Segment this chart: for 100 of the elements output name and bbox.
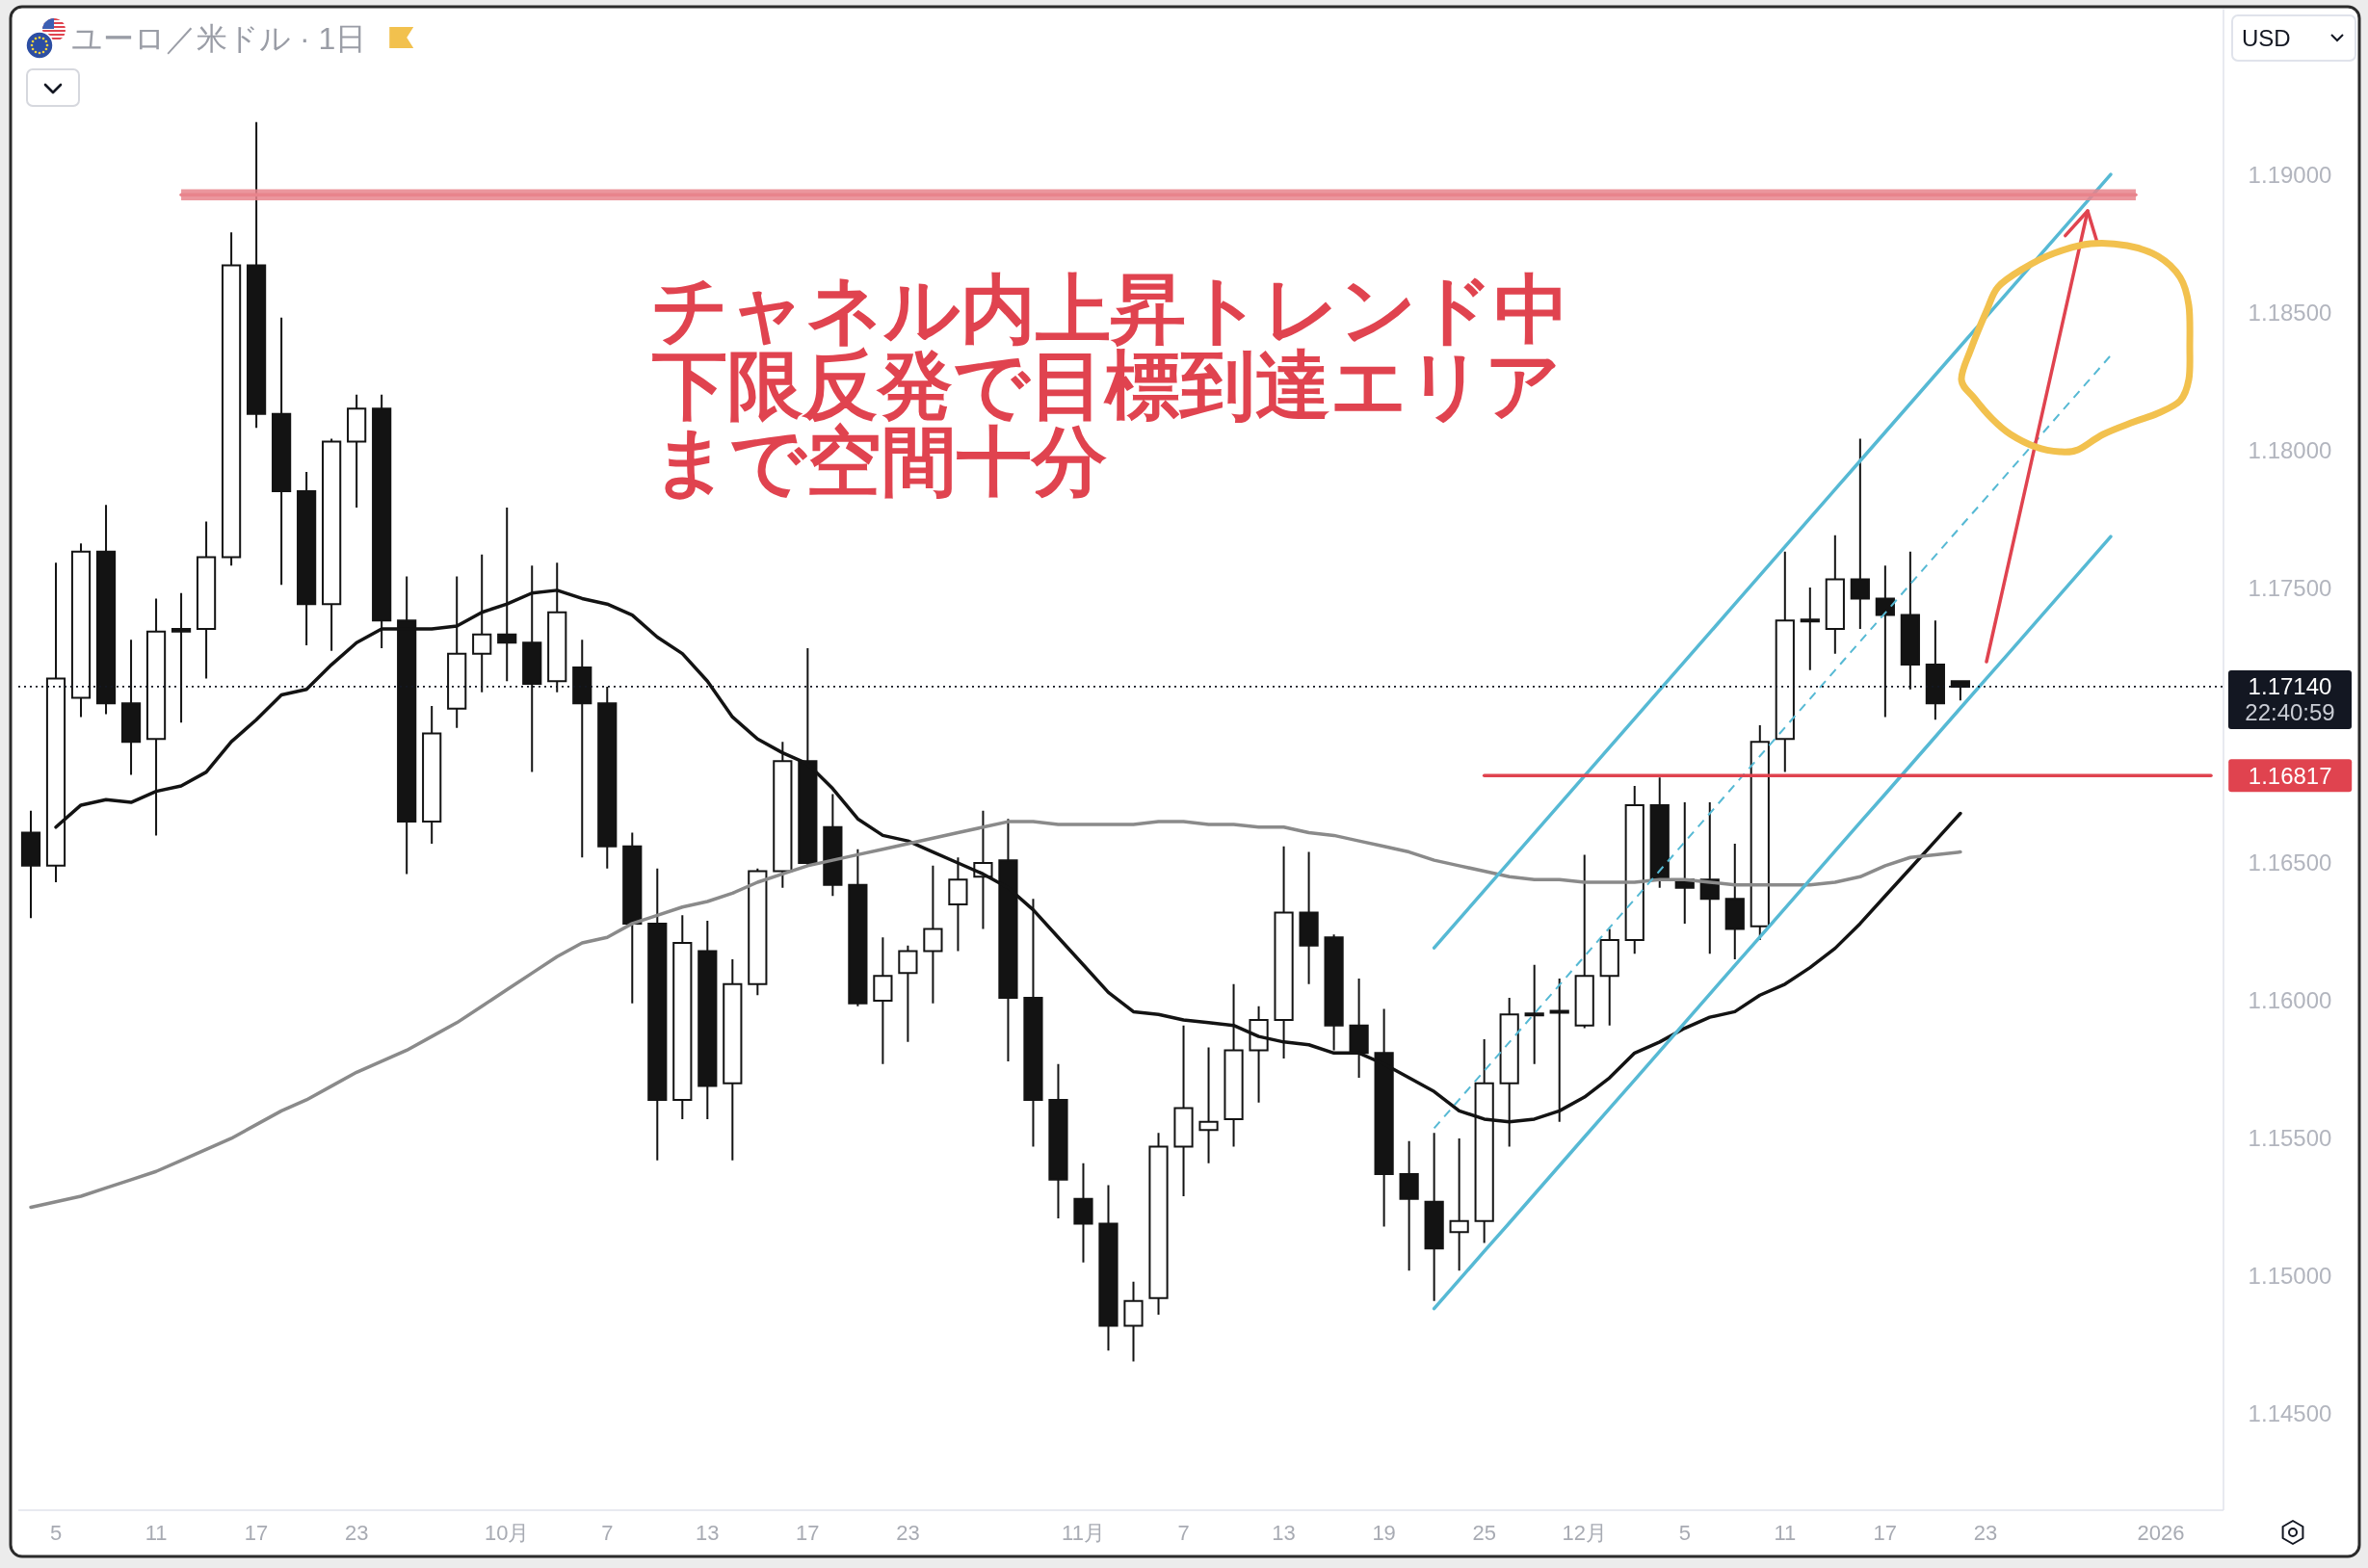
candlestick (196, 520, 217, 680)
x-tick-label: 19 (1372, 1521, 1396, 1545)
candlestick (522, 564, 542, 773)
candlestick (1624, 784, 1644, 955)
candlestick (1399, 1139, 1419, 1272)
candlestick (998, 818, 1018, 1062)
candlestick (1223, 982, 1244, 1148)
chart-title: ユーロ／米ドル · 1日 (71, 21, 367, 56)
candlestick (1449, 1137, 1469, 1272)
x-tick-label: 11月 (1062, 1521, 1105, 1545)
data-label: 1.16817 (2248, 762, 2332, 789)
y-tick-label: 1.19000 (2248, 161, 2332, 188)
candlestick (898, 944, 918, 1043)
candlestick (1800, 587, 1820, 671)
candlestick (322, 437, 342, 652)
annotation: チャネル内上昇トレンド中下限反発で目標到達エリアまで空間十分 (652, 267, 1570, 504)
candlestick (1474, 1038, 1494, 1244)
candlestick (1599, 928, 1619, 1027)
candlestick (372, 393, 392, 649)
candlestick (1424, 1132, 1444, 1302)
candlestick (1148, 1132, 1169, 1316)
candlestick (472, 553, 492, 693)
x-tick-label: 23 (344, 1521, 369, 1545)
candlestick (397, 575, 417, 875)
candlestick (1349, 978, 1369, 1080)
candlestick (1524, 963, 1544, 1065)
candlestick (1023, 898, 1043, 1148)
candlestick (798, 646, 818, 867)
candlestick (1699, 801, 1720, 955)
candlestick (1173, 1024, 1194, 1197)
candlestick (697, 920, 718, 1120)
candlestick (572, 639, 592, 859)
candlestick (20, 809, 41, 920)
x-tick-label: 23 (1973, 1521, 1998, 1545)
x-tick-label: 17 (1873, 1521, 1898, 1545)
candlestick (723, 958, 743, 1162)
candlestick (923, 864, 943, 1005)
candlestick (1875, 564, 1895, 719)
candlestick (1574, 853, 1594, 1030)
y-tick-label: 1.17500 (2248, 574, 2332, 601)
candlestick (672, 914, 693, 1120)
candlestick (1850, 437, 1870, 630)
candlestick (1073, 1162, 1093, 1264)
candlestick (347, 393, 367, 510)
candlestick (773, 741, 793, 889)
candlestick (948, 856, 968, 953)
x-tick-label: 7 (601, 1521, 614, 1545)
y-axis-title: USD (2242, 25, 2291, 51)
x-tick-label: 13 (696, 1521, 720, 1545)
x-tick-label: 7 (1177, 1521, 1190, 1545)
y-tick-label: 1.16500 (2248, 849, 2332, 876)
x-tick-label: 10月 (484, 1521, 530, 1545)
ref-line-label: 1.17140 22:40:59 (2245, 673, 2335, 726)
candlestick (1048, 1062, 1068, 1219)
candlestick (1123, 1280, 1144, 1363)
candlestick (1900, 550, 1920, 691)
candlestick (848, 848, 868, 1007)
candlestick (1925, 619, 1945, 721)
candlestick (447, 575, 467, 729)
candlestick (1499, 997, 1519, 1148)
candlestick (1324, 933, 1344, 1052)
x-tick-label: 13 (1272, 1521, 1296, 1545)
x-tick-label: 5 (1678, 1521, 1691, 1545)
candlestick (1549, 978, 1569, 1123)
candlestick (120, 639, 142, 776)
candlestick (1950, 680, 1970, 702)
x-tick-label: 17 (796, 1521, 820, 1545)
x-tick-label: 11 (1774, 1521, 1797, 1545)
candlestick (145, 597, 167, 837)
candlestick (547, 562, 567, 693)
candlestick (497, 507, 517, 683)
x-tick-label: 25 (1472, 1521, 1496, 1545)
candlestick (171, 591, 192, 724)
candlestick (597, 685, 618, 870)
y-tick-label: 1.18500 (2248, 299, 2332, 326)
candlestick (1649, 776, 1670, 889)
x-tick-label: 17 (244, 1521, 269, 1545)
candlestick (1249, 1005, 1269, 1104)
candlestick (1775, 550, 1795, 773)
x-tick-label: 11 (145, 1521, 168, 1545)
candlestick (95, 504, 117, 716)
x-tick-label: 12月 (1562, 1521, 1607, 1545)
candlestick (1750, 724, 1770, 942)
candlestick (70, 542, 92, 719)
y-tick-label: 1.18000 (2248, 436, 2332, 463)
candlestick (221, 231, 242, 567)
candlestick (1674, 801, 1695, 925)
y-tick-label: 1.15000 (2248, 1263, 2332, 1290)
candlestick (297, 470, 317, 647)
y-tick-label: 1.16000 (2248, 987, 2332, 1014)
candlestick (1274, 845, 1294, 1060)
candlestick (647, 867, 668, 1162)
candlestick (1374, 1007, 1394, 1228)
candlestick (272, 316, 292, 587)
candlestick (1299, 850, 1319, 985)
candlestick (247, 120, 267, 430)
candlestick (823, 793, 843, 898)
x-tick-label: 2026 (2137, 1521, 2185, 1545)
candlestick (45, 562, 66, 883)
candlestick (1198, 1046, 1219, 1164)
